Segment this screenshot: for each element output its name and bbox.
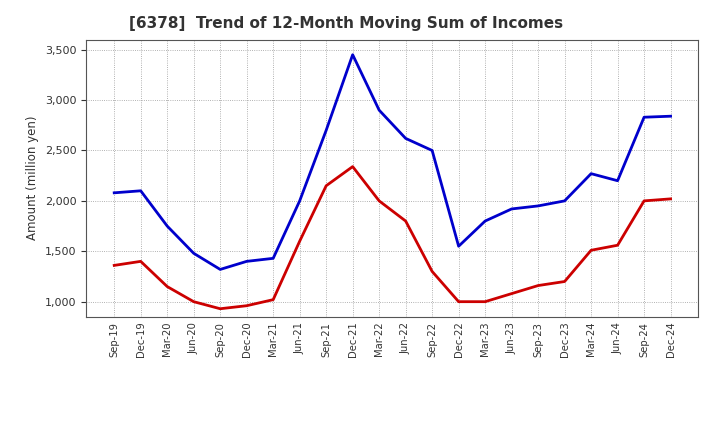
Net Income [348, 164, 357, 169]
Net Income [163, 284, 171, 289]
Net Income [110, 263, 119, 268]
Y-axis label: Amount (million yen): Amount (million yen) [27, 116, 40, 240]
Net Income [587, 248, 595, 253]
Net Income [189, 299, 198, 304]
Ordinary Income [348, 52, 357, 57]
Net Income [454, 299, 463, 304]
Ordinary Income [613, 178, 622, 183]
Ordinary Income [216, 267, 225, 272]
Net Income [613, 242, 622, 248]
Ordinary Income [587, 171, 595, 176]
Net Income [322, 183, 330, 188]
Net Income [560, 279, 569, 284]
Net Income [295, 238, 304, 244]
Line: Ordinary Income: Ordinary Income [114, 55, 670, 269]
Ordinary Income [136, 188, 145, 194]
Ordinary Income [322, 128, 330, 133]
Ordinary Income [189, 251, 198, 256]
Ordinary Income [454, 244, 463, 249]
Net Income [508, 291, 516, 296]
Net Income [666, 196, 675, 202]
Net Income [375, 198, 384, 204]
Ordinary Income [666, 114, 675, 119]
Ordinary Income [269, 256, 277, 261]
Net Income [269, 297, 277, 302]
Ordinary Income [375, 107, 384, 113]
Ordinary Income [481, 218, 490, 224]
Ordinary Income [163, 224, 171, 229]
Ordinary Income [401, 136, 410, 141]
Ordinary Income [640, 114, 649, 120]
Ordinary Income [295, 198, 304, 204]
Ordinary Income [560, 198, 569, 204]
Net Income [534, 283, 542, 288]
Net Income [216, 306, 225, 312]
Net Income [640, 198, 649, 204]
Ordinary Income [243, 259, 251, 264]
Ordinary Income [508, 206, 516, 212]
Net Income [136, 259, 145, 264]
Ordinary Income [428, 148, 436, 153]
Text: [6378]  Trend of 12-Month Moving Sum of Incomes: [6378] Trend of 12-Month Moving Sum of I… [130, 16, 563, 32]
Ordinary Income [534, 203, 542, 209]
Ordinary Income [110, 190, 119, 195]
Net Income [428, 269, 436, 274]
Net Income [401, 218, 410, 224]
Net Income [243, 303, 251, 308]
Net Income [481, 299, 490, 304]
Line: Net Income: Net Income [114, 167, 670, 309]
